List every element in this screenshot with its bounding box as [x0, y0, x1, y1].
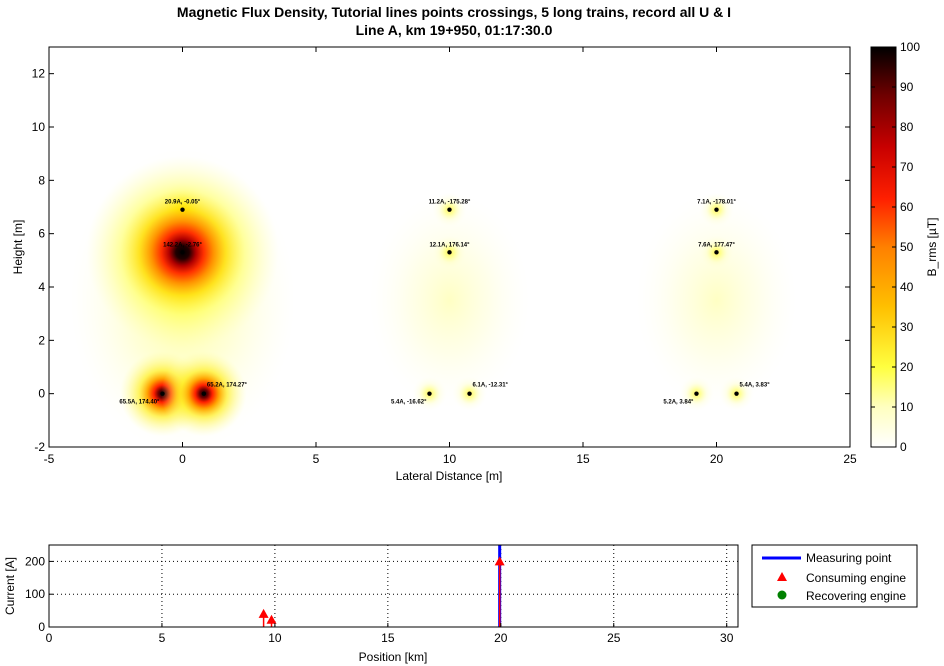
consuming-engine-marker-1: [266, 614, 277, 624]
heat-ytick-label-1: 0: [38, 387, 45, 401]
heat-xtick-label-4: 15: [576, 452, 590, 466]
current-frame: [48, 544, 739, 628]
colorbar-tick-label-8: 80: [900, 120, 914, 134]
colorbar-fill: [870, 46, 897, 448]
conductor-label-1: 142.2A, -2.76°: [163, 242, 202, 248]
colorbar-tick-label-3: 30: [900, 320, 914, 334]
current-ytick-label-1: 100: [25, 587, 45, 601]
colorbar-label: B_rms [µT]: [925, 218, 939, 277]
conductor-dot-4: [447, 207, 452, 212]
colorbar-tick-label-5: 50: [900, 240, 914, 254]
current-ticks: 0 5 10 15 20 25 30 0 100 200: [25, 554, 734, 645]
heatmap-ylabel: Height [m]: [11, 220, 25, 275]
heat-ytick-label-6: 10: [32, 120, 46, 134]
current-ytick-label-0: 0: [38, 620, 45, 634]
colorbar-tick-label-9: 90: [900, 80, 914, 94]
current-xlabel: Position [km]: [359, 650, 428, 664]
colorbar-tick-label-6: 60: [900, 200, 914, 214]
conductor-dot-8: [714, 207, 719, 212]
field-haze-group-1: [369, 192, 530, 409]
conductor-dot-9: [714, 250, 719, 255]
heat-ytick-label-5: 8: [38, 173, 45, 187]
colorbar-tick-label-1: 10: [900, 400, 914, 414]
conductor-dot-2: [160, 391, 165, 396]
conductor-dot-3: [201, 391, 207, 396]
heatmap-xlabel: Lateral Distance [m]: [396, 469, 503, 483]
heat-xtick-label-0: -5: [44, 452, 55, 466]
heat-ytick-label-4: 6: [38, 227, 45, 241]
heatmap-axes: 20.9A, -0.05° 142.2A, -2.76° 65.5A, 174.40…: [11, 46, 857, 483]
current-xtick-label-1: 5: [159, 631, 166, 645]
figure-title-line2: Line A, km 19+950, 01:17:30.0: [356, 22, 553, 38]
conductor-label-3: 65.2A, 174.27°: [207, 383, 248, 389]
heat-ytick-label-3: 4: [38, 280, 45, 294]
colorbar-tick-label-4: 40: [900, 280, 914, 294]
colorbar-tick-label-0: 0: [900, 440, 907, 454]
current-ylabel: Current [A]: [3, 557, 17, 615]
conductor-dot-11: [734, 391, 739, 396]
colorbar-ticks: 0 10 20 30 40 50 60 70 80 90 100: [871, 40, 920, 454]
heat-xtick-label-2: 5: [313, 452, 320, 466]
legend-consuming-engine-swatch: [777, 572, 787, 581]
legend-recovering-engine-label: Recovering engine: [806, 589, 906, 603]
heat-ytick-label-0: -2: [34, 440, 45, 454]
conductor-label-8: 7.1A, -178.01°: [697, 200, 736, 206]
conductor-label-9: 7.6A, 177.47°: [698, 242, 735, 248]
conductor-layer: 20.9A, -0.05° 142.2A, -2.76° 65.5A, 174.40…: [119, 200, 770, 406]
current-axes: 0 5 10 15 20 25 30 0 100 200 Position [km] Curren…: [3, 544, 739, 664]
heat-xtick-label-6: 25: [843, 452, 857, 466]
heat-xtick-label-3: 10: [443, 452, 457, 466]
colorbar-tick-label-7: 70: [900, 160, 914, 174]
heat-xtick-label-1: 0: [179, 452, 186, 466]
heat-xtick-label-5: 20: [710, 452, 724, 466]
current-xtick-label-6: 30: [720, 631, 734, 645]
conductor-label-5: 12.1A, 176.14°: [429, 242, 470, 248]
conductor-label-7: 6.1A, -12.31°: [473, 383, 509, 389]
conductor-dot-1: [180, 250, 185, 255]
current-marks: [258, 545, 505, 627]
conductor-dot-6: [427, 391, 432, 396]
colorbar-tick-label-10: 100: [900, 40, 920, 54]
conductor-label-0: 20.9A, -0.05°: [165, 200, 201, 206]
consuming-engine-marker-2: [494, 556, 505, 566]
field-haze-group-2: [636, 192, 797, 409]
conductor-dot-10: [694, 391, 699, 396]
current-xtick-label-4: 20: [494, 631, 508, 645]
legend-consuming-engine-label: Consuming engine: [806, 571, 906, 585]
consuming-engine-marker-0: [258, 608, 269, 618]
legend-recovering-engine-swatch: [777, 590, 787, 600]
current-background: [49, 545, 738, 627]
heat-ytick-label-7: 12: [32, 67, 46, 81]
current-legend: Measuring point Consuming engine Recover…: [751, 544, 918, 608]
conductor-label-6: 5.4A, -16.62°: [391, 400, 427, 406]
field-layer: [70, 148, 797, 447]
conductor-label-10: 5.2A, 3.84°: [663, 400, 694, 406]
colorbar: 0 10 20 30 40 50 60 70 80 90 100 B_rms [µT]: [870, 40, 939, 454]
current-xtick-label-3: 15: [381, 631, 395, 645]
current-xtick-label-5: 25: [607, 631, 621, 645]
conductor-dot-0: [180, 207, 185, 212]
conductor-label-4: 11.2A, -175.28°: [429, 200, 471, 206]
conductor-dot-5: [447, 250, 452, 255]
current-xtick-label-2: 10: [268, 631, 282, 645]
colorbar-tick-label-2: 20: [900, 360, 914, 374]
heat-ytick-label-2: 2: [38, 333, 45, 347]
legend-measuring-point-label: Measuring point: [806, 551, 892, 565]
conductor-label-11: 5.4A, 3.83°: [740, 383, 771, 389]
conductor-dot-7: [467, 391, 472, 396]
current-xtick-label-0: 0: [46, 631, 53, 645]
conductor-label-2: 65.5A, 174.40°: [119, 400, 160, 406]
heatmap-ticks: -5 0 5 10 15 20 25 -2 0 2 4 6 8 10 12: [32, 47, 857, 466]
figure-title-line1: Magnetic Flux Density, Tutorial lines po…: [177, 4, 731, 20]
current-ytick-label-2: 200: [25, 554, 45, 568]
